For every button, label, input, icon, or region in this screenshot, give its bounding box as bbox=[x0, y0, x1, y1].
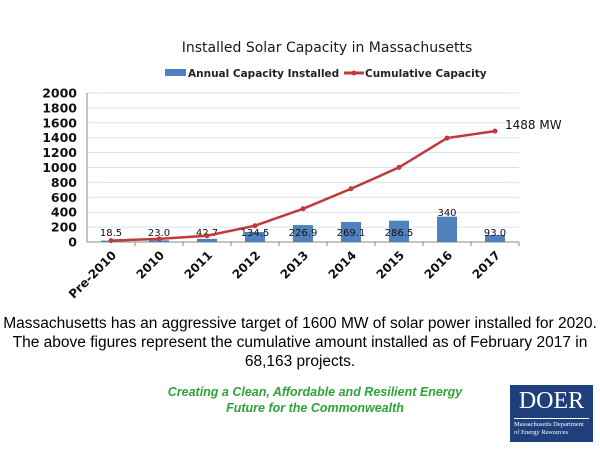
x-tick-label: 2014 bbox=[326, 248, 360, 282]
cumulative-point bbox=[444, 135, 450, 141]
y-tick-label: 800 bbox=[51, 175, 77, 190]
x-tick-label: 2015 bbox=[374, 248, 408, 282]
bar bbox=[389, 220, 409, 242]
legend-bar-swatch bbox=[165, 69, 186, 76]
cumulative-point bbox=[252, 223, 258, 229]
x-tick-label: Pre-2010 bbox=[66, 248, 119, 301]
cumulative-point bbox=[156, 236, 162, 242]
bar-data-label: 269.1 bbox=[337, 228, 366, 239]
legend-line-marker bbox=[351, 70, 357, 76]
y-tick-label: 200 bbox=[51, 220, 77, 235]
cumulative-point bbox=[396, 164, 402, 170]
solar-capacity-chart: Installed Solar Capacity in Massachusett… bbox=[42, 40, 562, 301]
cumulative-point bbox=[300, 206, 306, 212]
y-tick-label: 1200 bbox=[42, 145, 77, 160]
bar bbox=[341, 221, 361, 242]
caption: Massachusetts has an aggressive target o… bbox=[3, 315, 597, 370]
x-tick-label: 2010 bbox=[134, 248, 168, 282]
y-tick-label: 2000 bbox=[42, 86, 77, 101]
tagline: Creating a Clean, Affordable and Resilie… bbox=[167, 385, 463, 415]
cumulative-point bbox=[492, 128, 498, 134]
x-tick-label: 2017 bbox=[470, 248, 504, 282]
chart-title: Installed Solar Capacity in Massachusett… bbox=[182, 40, 473, 56]
bar-data-label: 18.5 bbox=[100, 228, 122, 239]
bar bbox=[245, 231, 265, 242]
x-tick-label: 2012 bbox=[230, 248, 264, 282]
y-tick-label: 0 bbox=[68, 235, 77, 250]
bar-data-label: 23.0 bbox=[148, 228, 170, 239]
y-tick-label: 1600 bbox=[42, 115, 77, 130]
bar bbox=[485, 235, 505, 242]
bar bbox=[293, 225, 313, 242]
y-tick-label: 600 bbox=[51, 190, 77, 205]
y-tick-label: 1000 bbox=[42, 160, 77, 175]
legend: Annual Capacity Installed Cumulative Cap… bbox=[165, 68, 487, 80]
x-tick-label: 2016 bbox=[422, 248, 456, 282]
x-tick-label: 2011 bbox=[182, 248, 216, 282]
y-tick-label: 1400 bbox=[42, 130, 77, 145]
bar-data-label: 286.5 bbox=[385, 228, 414, 239]
cumulative-point bbox=[204, 233, 210, 239]
bar bbox=[197, 238, 217, 242]
y-tick-label: 1800 bbox=[42, 100, 77, 115]
bar-data-label: 340 bbox=[437, 208, 456, 219]
y-tick-label: 400 bbox=[51, 205, 77, 220]
x-tick-label: 2013 bbox=[278, 248, 312, 282]
end-annotation: 1488 MW bbox=[505, 118, 562, 132]
cumulative-point bbox=[348, 186, 354, 192]
legend-bar-label: Annual Capacity Installed bbox=[188, 68, 339, 80]
bar-data-label: 226.9 bbox=[289, 228, 318, 239]
bar-data-label: 134.5 bbox=[241, 228, 270, 239]
bar bbox=[437, 216, 457, 242]
cumulative-point bbox=[108, 238, 114, 244]
bar-data-label: 93.0 bbox=[484, 228, 506, 239]
doer-logo: DOER Massachusetts Department of Energy R… bbox=[510, 385, 593, 442]
legend-line-label: Cumulative Capacity bbox=[365, 68, 487, 80]
